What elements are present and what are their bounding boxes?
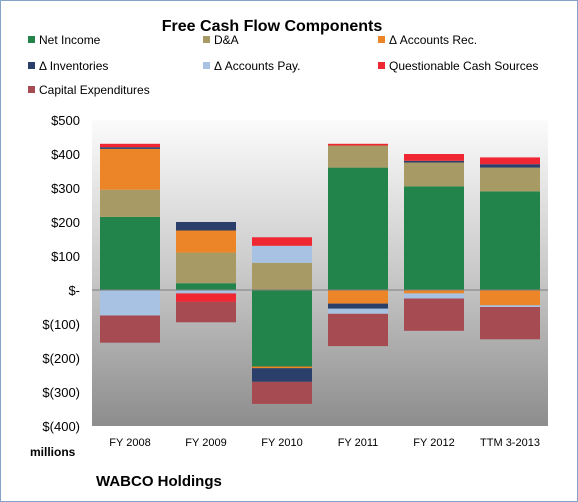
bar-ttm-3-2013-capital-expenditures — [480, 307, 540, 340]
bar-ttm-3-2013-inventories — [480, 164, 540, 168]
bar-fy-2009-capital-expenditures — [176, 301, 236, 323]
bar-fy-2008-accounts-pay — [100, 290, 160, 316]
bar-fy-2012-inventories — [404, 160, 464, 163]
bar-fy-2012-accounts-rec — [404, 290, 464, 294]
legend-swatch-questionable-cash-sources — [378, 62, 385, 69]
company-label: WABCO Holdings — [96, 473, 222, 490]
bar-fy-2011-accounts-pay — [328, 308, 388, 314]
legend-swatch-net-income — [28, 36, 35, 43]
bar-fy-2010-accounts-pay — [252, 245, 312, 263]
bar-fy-2012-questionable-cash-sources — [404, 154, 464, 161]
bar-fy-2010-inventories — [252, 368, 312, 382]
bar-fy-2008-d-a — [100, 189, 160, 217]
bar-fy-2009-net-income — [176, 283, 236, 290]
x-tick-label-fy-2011: FY 2011 — [338, 437, 379, 449]
bar-fy-2010-accounts-rec — [252, 366, 312, 369]
bar-fy-2011-accounts-rec — [328, 290, 388, 304]
bar-fy-2008-capital-expenditures — [100, 315, 160, 343]
x-tick-label-fy-2009: FY 2009 — [185, 437, 226, 449]
bar-fy-2010-capital-expenditures — [252, 381, 312, 404]
bar-fy-2009-questionable-cash-sources — [176, 293, 236, 302]
bar-ttm-3-2013-questionable-cash-sources — [480, 157, 540, 165]
bar-fy-2011-capital-expenditures — [328, 313, 388, 347]
plot-area — [92, 120, 548, 426]
x-tick-label-ttm-3-2013: TTM 3-2013 — [480, 437, 540, 449]
legend-label-net-income: Net Income — [39, 33, 101, 47]
legend-label-capital-expenditures: Capital Expenditures — [39, 83, 150, 97]
chart-title: Free Cash Flow Components — [162, 18, 383, 35]
y-tick-label: $- — [68, 283, 80, 298]
x-tick-label-fy-2010: FY 2010 — [261, 437, 302, 449]
bar-fy-2009-accounts-pay — [176, 290, 236, 294]
bar-fy-2012-d-a — [404, 162, 464, 187]
bar-fy-2011-inventories — [328, 303, 388, 309]
bar-ttm-3-2013-accounts-pay — [480, 305, 540, 307]
legend-label-questionable-cash-sources: Questionable Cash Sources — [389, 59, 538, 73]
unit-label: millions — [30, 445, 76, 459]
legend-swatch-capital-expenditures — [28, 86, 35, 93]
y-tick-label: $100 — [51, 249, 80, 264]
bar-fy-2010-d-a — [252, 262, 312, 290]
bar-fy-2011-questionable-cash-sources — [328, 143, 388, 146]
legend-swatch-d-a — [203, 36, 210, 43]
bar-fy-2009-d-a — [176, 252, 236, 284]
y-tick-label: $(400) — [42, 419, 80, 434]
bars-group — [100, 143, 540, 404]
y-axis: $500 $400 $300 $200 $100 $- $(100) $(200) $(300)… — [42, 113, 80, 434]
y-tick-label: $200 — [51, 215, 80, 230]
x-tick-label-fy-2012: FY 2012 — [413, 437, 454, 449]
bar-fy-2010-questionable-cash-sources — [252, 237, 312, 246]
bar-ttm-3-2013-net-income — [480, 191, 540, 290]
legend-label-inventories: Δ Inventories — [39, 59, 108, 73]
legend-label-accounts-pay: Δ Accounts Pay. — [214, 59, 301, 73]
y-tick-label: $500 — [51, 113, 80, 128]
legend: Net Income D&A Δ Accounts Rec. Δ Inventorie… — [28, 33, 538, 97]
bar-fy-2008-accounts-rec — [100, 148, 160, 190]
legend-swatch-inventories — [28, 62, 35, 69]
bar-fy-2009-inventories — [176, 222, 236, 231]
bar-fy-2012-net-income — [404, 186, 464, 290]
legend-label-accounts-rec: Δ Accounts Rec. — [389, 33, 477, 47]
bar-fy-2011-d-a — [328, 145, 388, 168]
bar-fy-2011-net-income — [328, 167, 388, 290]
bar-ttm-3-2013-d-a — [480, 167, 540, 192]
y-tick-label: $400 — [51, 147, 80, 162]
legend-swatch-accounts-pay — [203, 62, 210, 69]
bar-fy-2010-net-income — [252, 290, 312, 367]
y-tick-label: $(200) — [42, 351, 80, 366]
x-tick-label-fy-2008: FY 2008 — [109, 437, 150, 449]
bar-fy-2008-inventories — [100, 147, 160, 149]
bar-fy-2012-capital-expenditures — [404, 298, 464, 331]
y-tick-label: $300 — [51, 181, 80, 196]
y-tick-label: $(300) — [42, 385, 80, 400]
x-axis: FY 2008 FY 2009 FY 2010 FY 2011 FY 2012 TTM 3… — [109, 437, 540, 449]
bar-fy-2008-net-income — [100, 216, 160, 290]
bar-fy-2008-questionable-cash-sources — [100, 143, 160, 148]
bar-fy-2009-accounts-rec — [176, 230, 236, 253]
legend-swatch-accounts-rec — [378, 36, 385, 43]
legend-label-d-a: D&A — [214, 33, 239, 47]
bar-fy-2012-accounts-pay — [404, 293, 464, 299]
y-tick-label: $(100) — [42, 317, 80, 332]
bar-ttm-3-2013-accounts-rec — [480, 290, 540, 306]
